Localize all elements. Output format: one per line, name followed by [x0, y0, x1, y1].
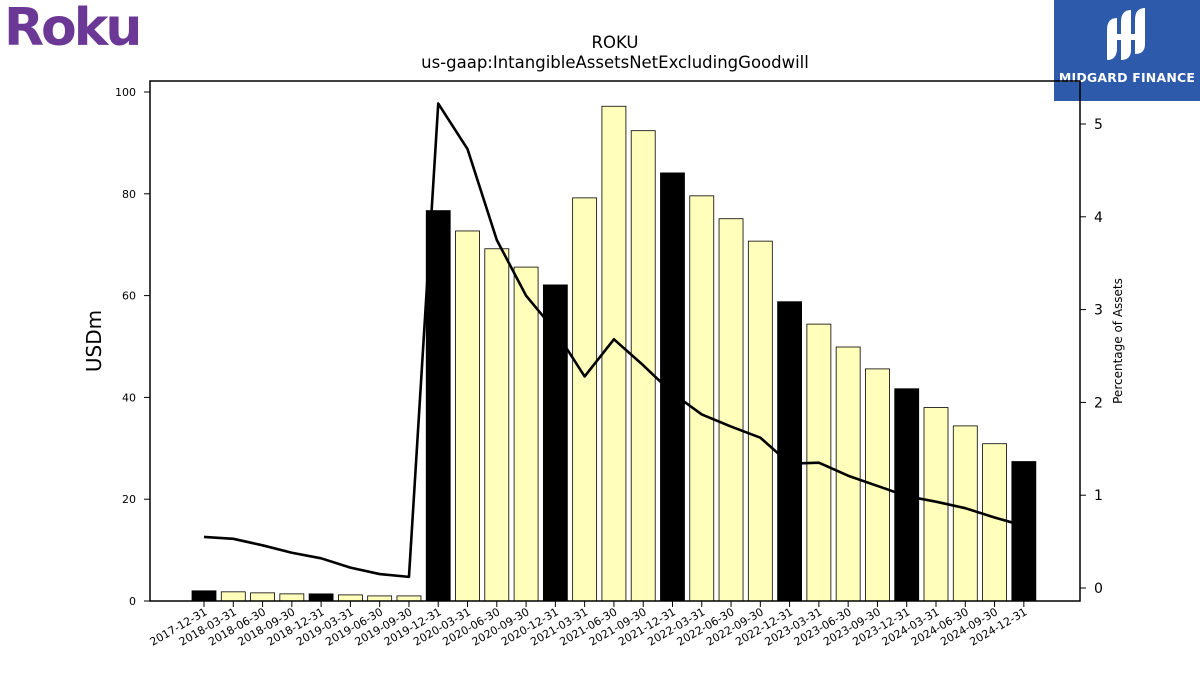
y2-tick-label: 5	[1094, 117, 1103, 133]
bar-2023-12-31	[894, 388, 920, 602]
bar-2024-12-31	[1011, 461, 1037, 602]
bar-2024-09-30	[982, 443, 1007, 602]
bar-2021-03-31	[572, 197, 598, 602]
y2-tick-label: 4	[1094, 210, 1103, 226]
bar-2021-06-30	[601, 105, 627, 602]
y-tick-label: 80	[122, 188, 136, 201]
bar-2022-06-30	[718, 218, 744, 602]
percentage-line	[203, 102, 1025, 579]
brand-name: MIDGARD FINANCE	[1058, 70, 1196, 85]
bar-2020-09-30	[513, 266, 539, 602]
y-tick-label: 0	[129, 595, 136, 608]
bar-2018-09-30	[279, 593, 305, 602]
bar-2019-06-30	[367, 595, 393, 602]
y-axis-right: 0 1 2 3 4 5	[1080, 117, 1103, 597]
midgard-emblem-icon	[1107, 8, 1145, 60]
y-tick-label: 60	[122, 290, 136, 303]
y-axis-left: 0 20 40 60 80 100	[115, 86, 150, 608]
bar-2018-06-30	[250, 592, 275, 602]
x-axis: 2017-12-312018-03-312018-06-302018-09-30…	[148, 601, 1029, 649]
y2-axis-label: Percentage of Assets	[1111, 278, 1125, 404]
bar-2019-09-30	[396, 595, 422, 602]
bar-2024-06-30	[952, 425, 978, 602]
bar-2017-12-31	[191, 590, 217, 602]
y2-tick-label: 1	[1094, 488, 1103, 504]
bar-2023-06-30	[835, 346, 861, 602]
line-series	[203, 102, 1025, 579]
chart-title: ROKU	[592, 33, 639, 52]
bar-2019-03-31	[337, 594, 363, 602]
bar-2020-06-30	[484, 248, 510, 602]
plot-frame	[149, 80, 1081, 602]
y-tick-label: 100	[115, 86, 136, 99]
bar-2022-09-30	[747, 240, 773, 602]
bar-2020-03-31	[455, 230, 480, 602]
y2-tick-label: 2	[1094, 395, 1103, 411]
bar-2021-12-31	[660, 172, 685, 602]
roku-logo: Roku	[4, 0, 142, 58]
roku-logo-text: Roku	[4, 0, 142, 58]
y2-tick-label: 3	[1094, 303, 1103, 319]
y-tick-label: 40	[122, 391, 136, 404]
chart-subtitle: us-gaap:IntangibleAssetsNetExcludingGood…	[421, 53, 809, 72]
bar-2022-03-31	[689, 195, 715, 602]
y-tick-label: 20	[122, 493, 136, 506]
midgard-finance-logo: MIDGARD FINANCE	[1054, 0, 1200, 101]
bar-2020-12-31	[542, 284, 568, 602]
bar-series	[191, 105, 1037, 602]
bar-2019-12-31	[425, 210, 451, 602]
bar-2022-12-31	[777, 301, 802, 602]
y-axis-label: USDm	[82, 310, 106, 372]
bar-2018-03-31	[220, 591, 246, 602]
bar-2018-12-31	[308, 593, 334, 602]
y2-tick-label: 0	[1094, 581, 1103, 597]
